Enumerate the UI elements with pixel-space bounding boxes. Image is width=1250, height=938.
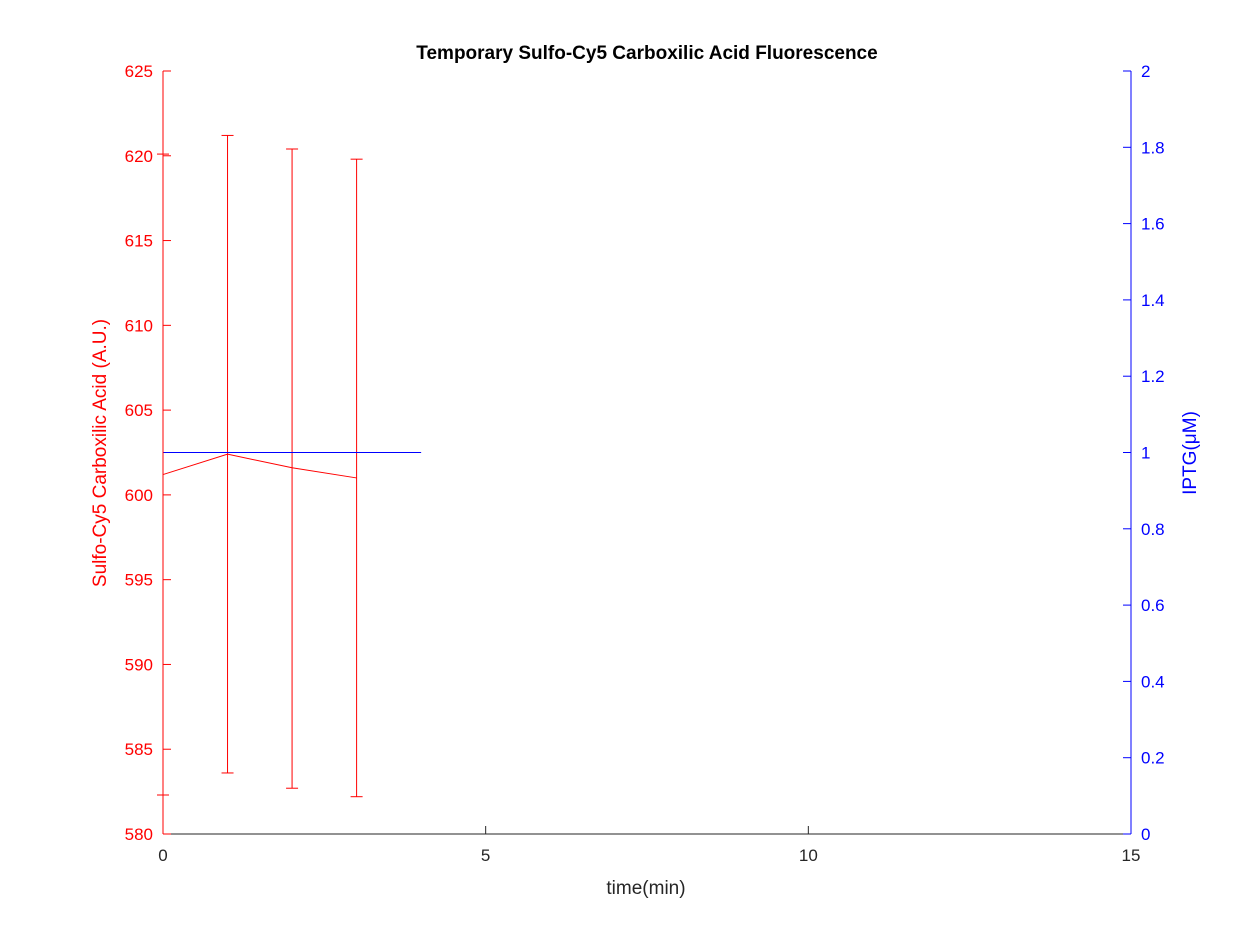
y-left-tick-label: 625 (125, 62, 153, 81)
y-left-tick-label: 590 (125, 655, 153, 674)
y-right-tick-label: 0.2 (1141, 749, 1165, 768)
x-tick-label: 15 (1122, 846, 1141, 865)
y-left-tick-label: 620 (125, 147, 153, 166)
y-right-tick-label: 1.6 (1141, 215, 1165, 234)
y-right-tick-label: 1 (1141, 444, 1150, 463)
x-tick-label: 10 (799, 846, 818, 865)
y-left-tick-label: 615 (125, 232, 153, 251)
y-axis-left-label: Sulfo-Cy5 Carboxilic Acid (A.U.) (90, 319, 111, 587)
x-tick-label: 5 (481, 846, 490, 865)
x-axis: 0 5 10 15 (158, 826, 1140, 865)
y-right-tick-label: 0 (1141, 825, 1150, 844)
y-right-tick-label: 0.6 (1141, 596, 1165, 615)
x-axis-label: time(min) (606, 878, 685, 899)
y-left-tick-label: 595 (125, 571, 153, 590)
y-left-tick-label: 610 (125, 316, 153, 335)
y-left-tick-label: 585 (125, 740, 153, 759)
series-line-left (162, 453, 357, 479)
y-right-tick-label: 0.8 (1141, 520, 1165, 539)
chart-title: Temporary Sulfo-Cy5 Carboxilic Acid Fluo… (416, 43, 877, 64)
y-right-tick-label: 2 (1141, 62, 1150, 81)
y-left-tick-label: 600 (125, 486, 153, 505)
y-left-tick-label: 605 (125, 401, 153, 420)
x-tick-label: 0 (158, 846, 167, 865)
plot-area (157, 134, 422, 798)
y-right-tick-label: 1.4 (1141, 291, 1165, 310)
y-right-tick-label: 0.4 (1141, 672, 1165, 691)
y-left-tick-label: 580 (125, 825, 153, 844)
y-axis-left: 580 585 590 595 600 605 610 615 620 625 (125, 62, 171, 844)
y-right-tick-label: 1.8 (1141, 138, 1165, 157)
y-axis-right-label: IPTG(μM) (1180, 411, 1201, 495)
y-right-tick-label: 1.2 (1141, 367, 1165, 386)
y-axis-right: 0 0.2 0.4 0.6 0.8 1 1.2 1.4 1.6 1.8 2 (1123, 62, 1165, 844)
